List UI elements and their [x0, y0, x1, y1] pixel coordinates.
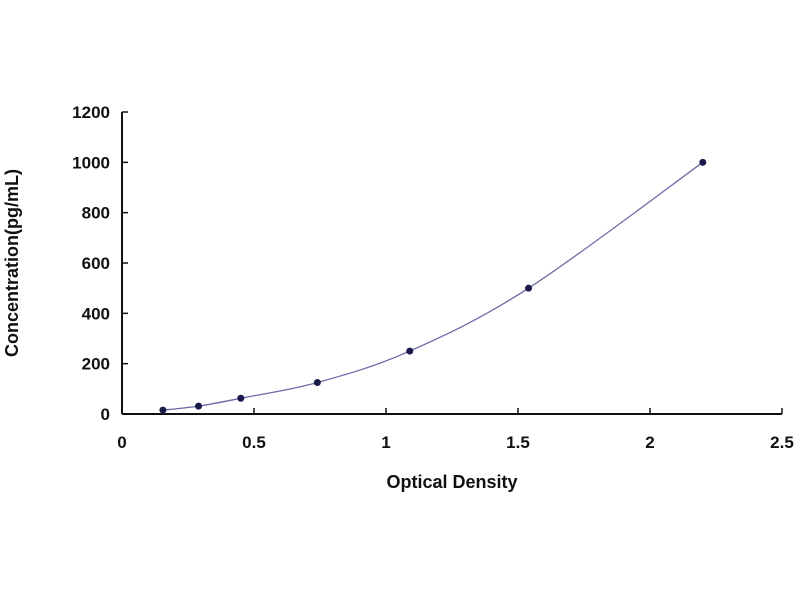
fit-curve-group: [162, 161, 704, 411]
data-point: [699, 158, 707, 166]
y-tick-label: 1200: [72, 103, 110, 122]
x-tick-label: 1: [381, 433, 390, 452]
axes: [121, 111, 783, 415]
y-tick-label: 1000: [72, 153, 110, 172]
y-tick-label: 800: [82, 204, 110, 223]
x-axis-label: Optical Density: [386, 472, 517, 492]
x-tick-label: 0: [117, 433, 126, 452]
data-points: [159, 158, 707, 414]
y-tick-label: 0: [101, 405, 110, 424]
tick-labels: 0 0.5 1 1.5 2 2.5 0 200 400 600 800 1000 1200: [72, 103, 794, 452]
y-tick-label: 400: [82, 304, 110, 323]
y-tick-label: 200: [82, 355, 110, 374]
y-tick-label: 600: [82, 254, 110, 273]
data-point: [525, 284, 533, 292]
y-axis-label: Concentration(pg/mL): [2, 169, 22, 357]
x-tick-label: 0.5: [242, 433, 266, 452]
fit-curve: [162, 161, 704, 411]
data-point: [406, 347, 414, 355]
x-tick-label: 2.5: [770, 433, 794, 452]
data-point: [159, 406, 167, 414]
x-tick-label: 1.5: [506, 433, 530, 452]
data-point: [313, 379, 321, 387]
x-tick-label: 2: [645, 433, 654, 452]
data-point: [195, 402, 203, 410]
data-point: [237, 394, 245, 402]
